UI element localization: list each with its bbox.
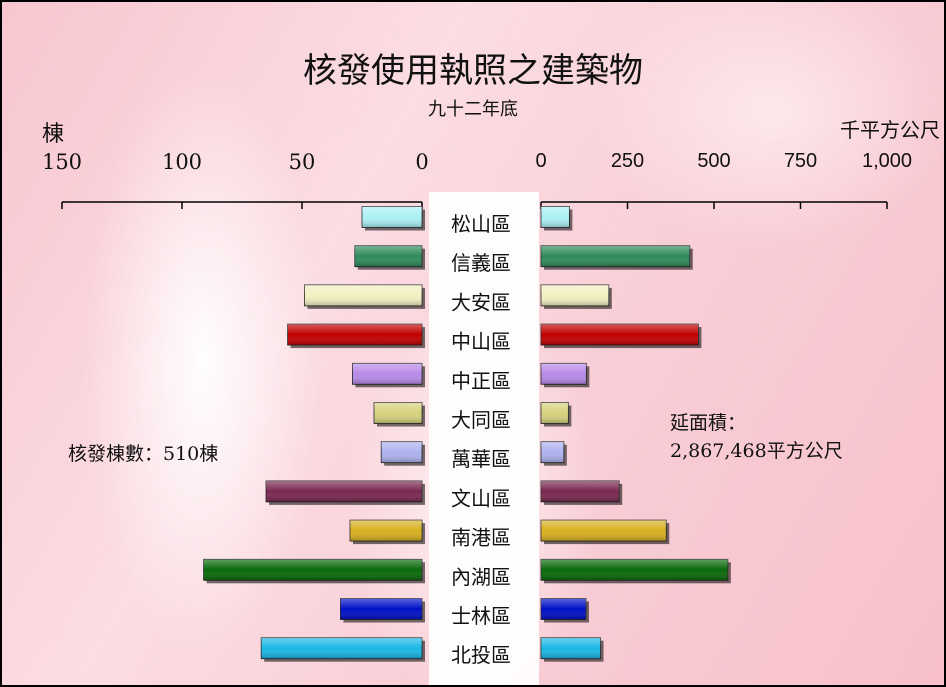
- left-bar-shade: [287, 324, 422, 346]
- right-bar-shade: [541, 245, 690, 267]
- right-bar-shade: [541, 363, 587, 385]
- left-tick-label: 100: [162, 150, 202, 174]
- left-bars: [203, 206, 425, 662]
- right-total-label: 延面積：: [670, 412, 746, 434]
- category-label: 大安區: [451, 290, 511, 314]
- left-bar-shade: [266, 480, 422, 502]
- left-axis-label: 棟: [42, 122, 64, 147]
- left-tick-label: 150: [42, 150, 82, 174]
- category-label: 南港區: [451, 526, 511, 550]
- right-bar-shade: [541, 559, 728, 581]
- chart-title: 核發使用執照之建築物: [303, 51, 643, 91]
- right-axis: 0 250 500 750 1,000: [535, 150, 912, 209]
- right-bar-shade: [541, 520, 667, 542]
- category-band: [429, 192, 539, 685]
- right-bar-shade: [541, 480, 620, 502]
- left-bar-shade: [203, 559, 422, 581]
- left-tick-label: 0: [415, 150, 428, 174]
- right-tick-label: 1,000: [862, 150, 912, 172]
- category-label: 內湖區: [451, 565, 511, 589]
- category-label: 中山區: [451, 330, 511, 354]
- category-label: 文山區: [451, 486, 511, 510]
- left-bar-shade: [350, 520, 422, 542]
- category-label: 中正區: [451, 369, 511, 393]
- right-bar-shade: [541, 284, 609, 306]
- left-bar-shade: [362, 206, 422, 228]
- left-bar-shade: [352, 363, 422, 385]
- right-bar-shade: [541, 441, 564, 463]
- category-label: 萬華區: [451, 447, 511, 471]
- right-tick-label: 0: [535, 150, 546, 172]
- right-tick-label: 250: [611, 150, 644, 172]
- category-label: 大同區: [451, 408, 511, 432]
- left-bar-shade: [381, 441, 422, 463]
- left-axis: 150 100 50 0: [42, 150, 429, 209]
- right-tick-label: 500: [697, 150, 730, 172]
- chart-subtitle: 九十二年底: [428, 99, 518, 120]
- left-bar-shade: [340, 598, 422, 620]
- right-tick-label: 750: [784, 150, 817, 172]
- category-label: 信義區: [451, 251, 511, 275]
- left-bar-shade: [304, 284, 422, 306]
- category-label: 北投區: [451, 643, 511, 667]
- right-total-value: 2,867,468平方公尺: [670, 440, 843, 462]
- category-label: 士林區: [451, 604, 511, 628]
- right-bar-shade: [541, 598, 586, 620]
- category-label: 松山區: [451, 212, 511, 236]
- right-bars: [540, 206, 731, 662]
- left-total-annotation: 核發棟數：510棟: [68, 443, 218, 465]
- left-tick-label: 50: [289, 150, 316, 174]
- left-bar-shade: [374, 402, 422, 424]
- right-bar-shade: [541, 402, 569, 424]
- right-bar-shade: [541, 206, 570, 228]
- left-bar-shade: [261, 637, 422, 659]
- right-bar-shade: [541, 637, 601, 659]
- left-bar-shade: [354, 245, 422, 267]
- right-bar-shade: [541, 324, 699, 346]
- right-axis-label: 千平方公尺: [840, 119, 940, 142]
